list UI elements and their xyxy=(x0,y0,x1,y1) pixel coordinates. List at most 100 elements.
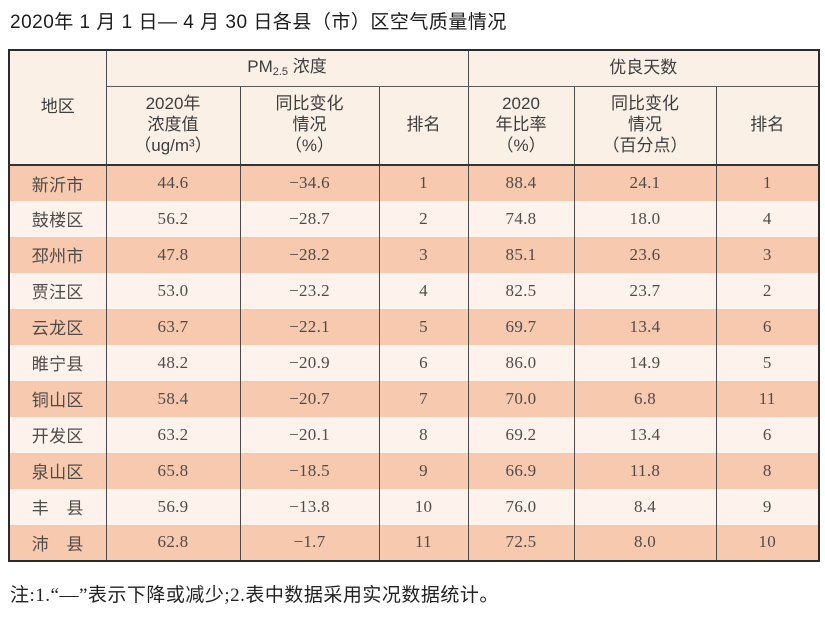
table-header: 地区 PM2.5 浓度 优良天数 2020年 浓度值 （ug/m³） 同比变化 … xyxy=(8,49,820,166)
cell-pm-change: −28.7 xyxy=(239,200,380,237)
cell-pm-rank: 6 xyxy=(378,344,469,381)
cell-good-rank: 5 xyxy=(715,344,820,381)
cell-good-rank: 1 xyxy=(715,164,820,201)
cell-pm-value: 53.0 xyxy=(105,272,241,309)
table-row: 泉山区 65.8 −18.5 9 66.9 11.8 8 xyxy=(8,452,820,489)
good-rate-header-line3: （%） xyxy=(496,135,546,155)
col-header-good-change: 同比变化 情况 （百分点） xyxy=(573,86,717,166)
header-group-row: 地区 PM2.5 浓度 优良天数 xyxy=(8,49,820,166)
cell-good-change: 24.1 xyxy=(573,164,717,201)
cell-region: 睢宁县 xyxy=(8,344,107,381)
cell-good-change: 18.0 xyxy=(573,200,717,237)
table-row: 沛 县 62.8 −1.7 11 72.5 8.0 10 xyxy=(8,524,820,561)
col-header-region: 地区 xyxy=(8,49,107,166)
cell-pm-rank: 3 xyxy=(378,236,469,273)
cell-pm-change: −22.1 xyxy=(239,308,380,345)
cell-good-rate: 66.9 xyxy=(467,452,575,489)
table-row: 新沂市 44.6 −34.6 1 88.4 24.1 1 xyxy=(8,164,820,201)
cell-good-rank: 10 xyxy=(715,524,820,561)
cell-good-rank: 4 xyxy=(715,200,820,237)
good-change-header-line3: （百分点） xyxy=(602,135,688,155)
col-group-pm25: PM2.5 浓度 xyxy=(105,49,469,88)
pm-change-header-line3: （%） xyxy=(284,135,335,155)
cell-region: 沛 县 xyxy=(8,524,107,561)
table-body: 新沂市 44.6 −34.6 1 88.4 24.1 1 鼓楼区 56.2 −2… xyxy=(8,164,820,561)
table-row: 开发区 63.2 −20.1 8 69.2 13.4 6 xyxy=(8,416,820,453)
cell-pm-rank: 4 xyxy=(378,272,469,309)
good-change-header-line1: 同比变化 xyxy=(611,94,680,114)
cell-pm-rank: 5 xyxy=(378,308,469,345)
cell-good-rank: 11 xyxy=(715,380,820,417)
cell-good-change: 14.9 xyxy=(573,344,717,381)
col-header-good-rate: 2020 年比率 （%） xyxy=(467,86,575,166)
cell-pm-rank: 2 xyxy=(378,200,469,237)
pm-change-header-line2: 情况 xyxy=(292,115,327,135)
good-change-header-line2: 情况 xyxy=(628,115,663,135)
cell-pm-change: −13.8 xyxy=(239,488,380,525)
table-row: 睢宁县 48.2 −20.9 6 86.0 14.9 5 xyxy=(8,344,820,381)
cell-pm-value: 62.8 xyxy=(105,524,241,561)
cell-region: 云龙区 xyxy=(8,308,107,345)
cell-good-change: 6.8 xyxy=(573,380,717,417)
col-header-good-rank: 排名 xyxy=(715,86,820,166)
table-row: 丰 县 56.9 −13.8 10 76.0 8.4 9 xyxy=(8,488,820,525)
cell-pm-change: −1.7 xyxy=(239,524,380,561)
cell-good-rate: 85.1 xyxy=(467,236,575,273)
cell-pm-rank: 8 xyxy=(378,416,469,453)
cell-pm-value: 48.2 xyxy=(105,344,241,381)
cell-pm-value: 63.7 xyxy=(105,308,241,345)
pm25-label-subscript: 2.5 xyxy=(272,66,289,79)
col-group-good-days: 优良天数 xyxy=(467,49,820,88)
cell-good-rate: 86.0 xyxy=(467,344,575,381)
pm-value-header-line3: （ug/m³） xyxy=(134,135,212,155)
cell-good-rank: 9 xyxy=(715,488,820,525)
cell-region: 邳州市 xyxy=(8,236,107,273)
cell-good-rate: 72.5 xyxy=(467,524,575,561)
cell-pm-value: 47.8 xyxy=(105,236,241,273)
cell-pm-change: −20.9 xyxy=(239,344,380,381)
pm-change-header-line1: 同比变化 xyxy=(275,94,344,114)
table-row: 云龙区 63.7 −22.1 5 69.7 13.4 6 xyxy=(8,308,820,345)
cell-good-change: 23.6 xyxy=(573,236,717,273)
cell-region: 丰 县 xyxy=(8,488,107,525)
cell-good-rate: 69.7 xyxy=(467,308,575,345)
cell-pm-change: −18.5 xyxy=(239,452,380,489)
col-header-pm-change: 同比变化 情况 （%） xyxy=(239,86,380,166)
pm25-label-suffix: 浓度 xyxy=(288,57,327,77)
cell-region: 开发区 xyxy=(8,416,107,453)
table-row: 邳州市 47.8 −28.2 3 85.1 23.6 3 xyxy=(8,236,820,273)
cell-region: 贾汪区 xyxy=(8,272,107,309)
cell-pm-change: −28.2 xyxy=(239,236,380,273)
footnote: 注:1.“—”表示下降或减少;2.表中数据采用实况数据统计。 xyxy=(10,584,499,606)
cell-pm-value: 44.6 xyxy=(105,164,241,201)
cell-good-rank: 8 xyxy=(715,452,820,489)
pm-value-header-line2: 浓度值 xyxy=(147,115,199,135)
cell-good-rate: 76.0 xyxy=(467,488,575,525)
cell-good-rank: 3 xyxy=(715,236,820,273)
col-header-pm-rank: 排名 xyxy=(378,86,469,166)
cell-pm-value: 63.2 xyxy=(105,416,241,453)
cell-good-change: 23.7 xyxy=(573,272,717,309)
cell-pm-value: 65.8 xyxy=(105,452,241,489)
table-row: 鼓楼区 56.2 −28.7 2 74.8 18.0 4 xyxy=(8,200,820,237)
cell-pm-value: 56.9 xyxy=(105,488,241,525)
page-title: 2020年 1 月 1 日— 4 月 30 日各县（市）区空气质量情况 xyxy=(10,12,507,33)
cell-pm-rank: 9 xyxy=(378,452,469,489)
cell-region: 泉山区 xyxy=(8,452,107,489)
cell-region: 新沂市 xyxy=(8,164,107,201)
cell-good-change: 8.4 xyxy=(573,488,717,525)
good-rate-header-line1: 2020 xyxy=(502,94,540,114)
cell-region: 鼓楼区 xyxy=(8,200,107,237)
cell-pm-change: −20.1 xyxy=(239,416,380,453)
cell-good-rank: 6 xyxy=(715,416,820,453)
cell-good-rate: 69.2 xyxy=(467,416,575,453)
cell-good-rate: 82.5 xyxy=(467,272,575,309)
cell-pm-rank: 7 xyxy=(378,380,469,417)
cell-pm-change: −20.7 xyxy=(239,380,380,417)
cell-good-change: 13.4 xyxy=(573,308,717,345)
table-row: 铜山区 58.4 −20.7 7 70.0 6.8 11 xyxy=(8,380,820,417)
cell-pm-change: −23.2 xyxy=(239,272,380,309)
cell-good-rate: 88.4 xyxy=(467,164,575,201)
cell-good-change: 8.0 xyxy=(573,524,717,561)
